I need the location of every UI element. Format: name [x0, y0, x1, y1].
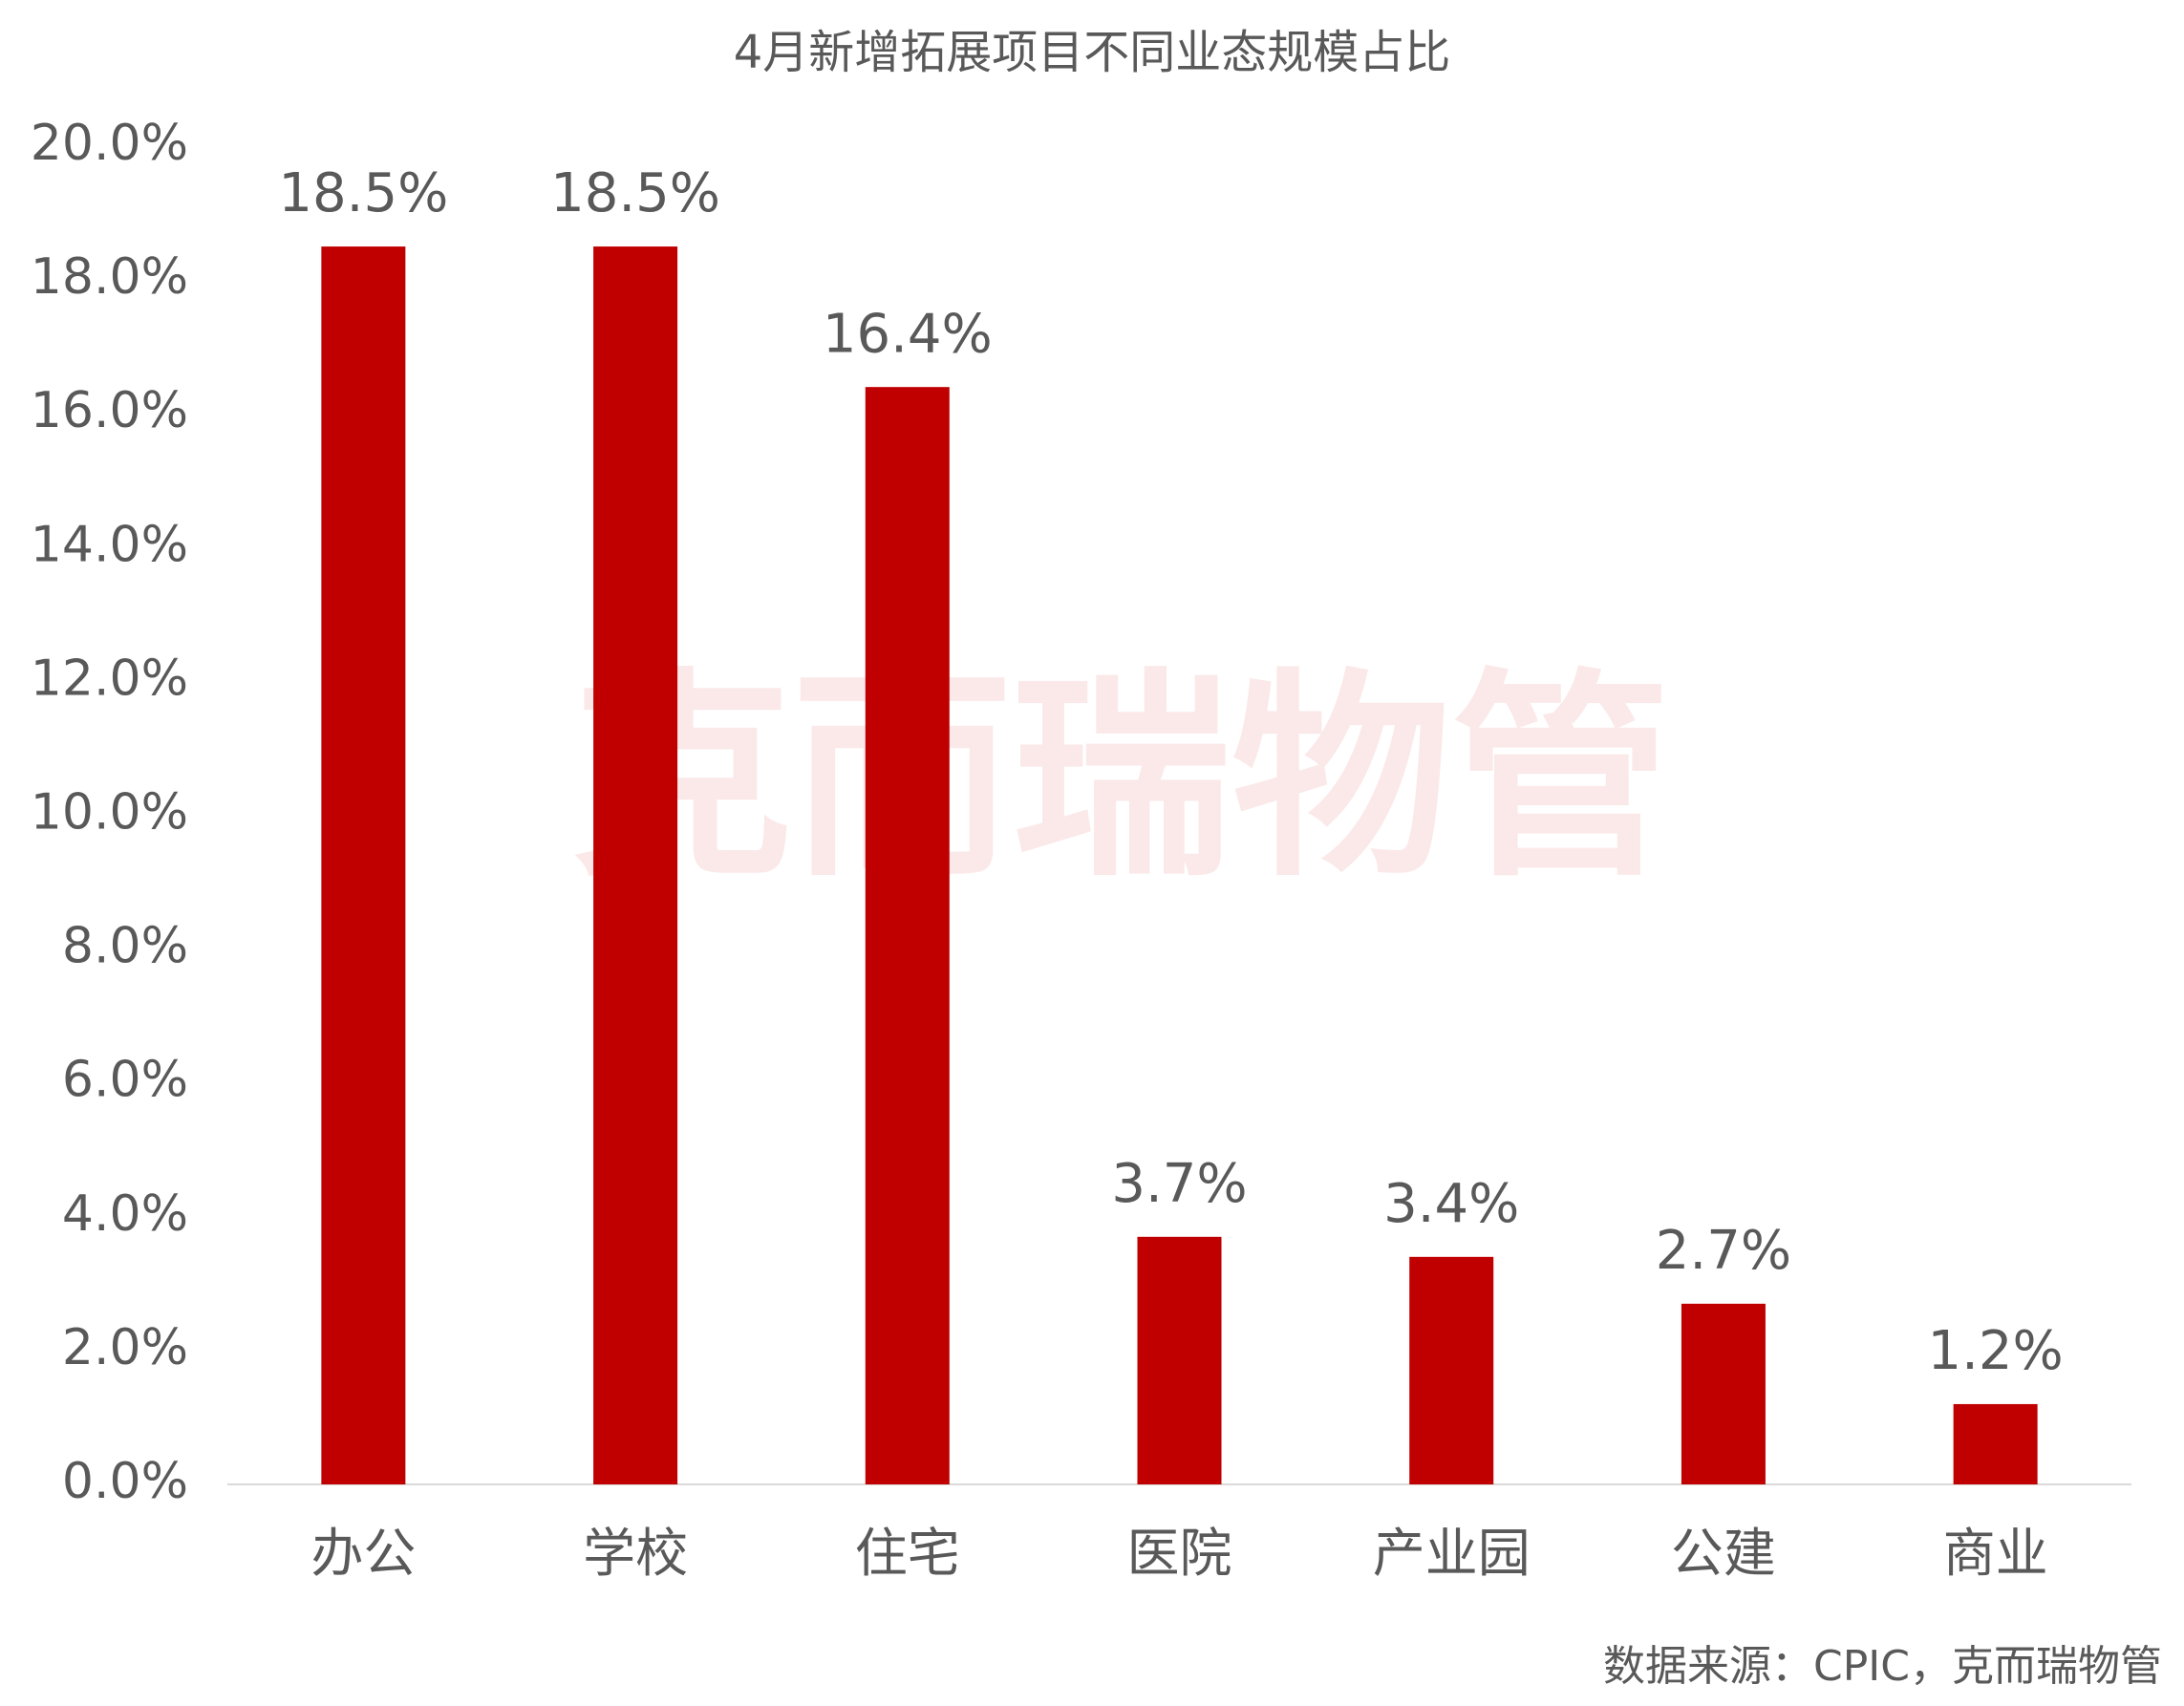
x-tick-label: 公建	[1671, 1523, 1776, 1584]
y-tick-label: 6.0%	[62, 1052, 188, 1109]
x-tick-label: 办公	[310, 1523, 416, 1584]
y-tick-label: 8.0%	[62, 918, 188, 975]
y-tick-label: 16.0%	[31, 382, 188, 439]
x-tick-label: 产业园	[1373, 1523, 1531, 1584]
y-tick-label: 10.0%	[31, 784, 188, 842]
value-label: 18.5%	[550, 162, 720, 224]
x-tick-label: 住宅	[855, 1523, 960, 1584]
value-label: 3.7%	[1111, 1153, 1247, 1215]
chart-title: 4月新增拓展项目不同业态规模占比	[734, 26, 1451, 79]
y-tick-label: 12.0%	[31, 650, 188, 707]
y-tick-label: 14.0%	[31, 516, 188, 573]
y-tick-label: 2.0%	[62, 1319, 188, 1376]
y-tick-label: 0.0%	[62, 1453, 188, 1510]
y-tick-label: 20.0%	[31, 115, 188, 172]
value-label: 16.4%	[823, 303, 993, 365]
x-tick-label: 医院	[1126, 1523, 1231, 1584]
value-label: 1.2%	[1928, 1320, 2064, 1382]
bar	[321, 246, 406, 1485]
source-note: 数据来源：CPIC，克而瑞物管	[1603, 1642, 2162, 1691]
bar	[1681, 1303, 1766, 1484]
bar	[1137, 1236, 1222, 1484]
x-tick-label: 学校	[583, 1523, 688, 1584]
bar	[1409, 1256, 1494, 1484]
value-label: 2.7%	[1656, 1220, 1791, 1282]
bar	[593, 246, 678, 1485]
bar	[865, 387, 950, 1485]
y-tick-label: 18.0%	[31, 248, 188, 306]
x-tick-label: 商业	[1943, 1523, 2048, 1584]
y-tick-label: 4.0%	[62, 1185, 188, 1243]
watermark: 克而瑞物管	[572, 651, 1671, 906]
value-label: 18.5%	[278, 162, 448, 224]
bar	[1953, 1403, 2038, 1484]
value-label: 3.4%	[1383, 1173, 1519, 1235]
